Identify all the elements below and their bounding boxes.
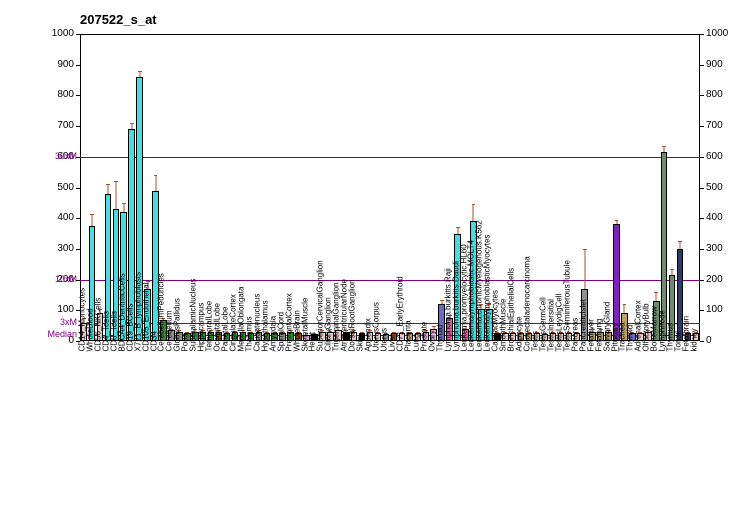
y-tick [700,249,704,250]
error-bar [615,220,619,225]
y-tick [700,188,704,189]
error-bar [456,227,460,233]
y-tick [700,126,704,127]
error-bar [662,146,666,152]
y-tick-label-left: 500 [34,182,74,193]
chart-container: 207522_s_at 0010010020020030030040040050… [0,0,732,530]
y-tick [700,34,704,35]
error-bar [583,249,587,289]
error-bar [130,123,134,129]
y-tick-label-right: 700 [706,120,723,131]
ref-label: Median [33,329,77,339]
error-bar [90,214,94,226]
y-tick [76,188,80,189]
ref-label: 10xM [33,274,77,284]
y-tick-label-right: 800 [706,89,723,100]
error-bar [106,184,110,193]
y-tick-label-right: 200 [706,274,723,285]
y-tick-label-left: 1000 [34,28,74,39]
ref-line [80,280,700,281]
y-tick-label-left: 900 [34,59,74,70]
y-tick-label-right: 500 [706,182,723,193]
y-tick-label-left: 100 [34,304,74,315]
y-tick [700,65,704,66]
y-tick [700,95,704,96]
y-tick-label-right: 400 [706,212,723,223]
y-tick [76,95,80,96]
y-tick-label-right: 600 [706,151,723,162]
y-tick [700,341,704,342]
axis-border [80,34,700,35]
error-bar [678,241,682,249]
y-tick [700,310,704,311]
y-tick [76,126,80,127]
y-tick-label-left: 700 [34,120,74,131]
error-bar [472,204,476,221]
y-tick-label-right: 1000 [706,28,728,39]
y-tick-label-left: 300 [34,243,74,254]
y-tick [700,280,704,281]
error-bar [654,292,658,301]
y-tick [76,65,80,66]
ref-label: 30xM [33,151,77,161]
y-tick [76,218,80,219]
error-bar [138,71,142,77]
y-tick-label-right: 900 [706,59,723,70]
error-bar [670,269,674,275]
y-tick [700,157,704,158]
error-bar [154,175,158,190]
error-bar [114,181,118,209]
y-tick-label-right: 300 [706,243,723,254]
error-bar [122,203,126,212]
y-tick [700,218,704,219]
error-bar [623,304,627,313]
y-tick [76,34,80,35]
y-tick-label-right: 100 [706,304,723,315]
ref-line [80,157,700,158]
y-tick-label-right: 0 [706,335,712,346]
y-tick-label-left: 400 [34,212,74,223]
ref-label: 3xM [33,317,77,327]
y-tick-label-left: 800 [34,89,74,100]
plot-area [80,34,700,341]
y-tick [76,249,80,250]
chart-title: 207522_s_at [80,12,157,27]
